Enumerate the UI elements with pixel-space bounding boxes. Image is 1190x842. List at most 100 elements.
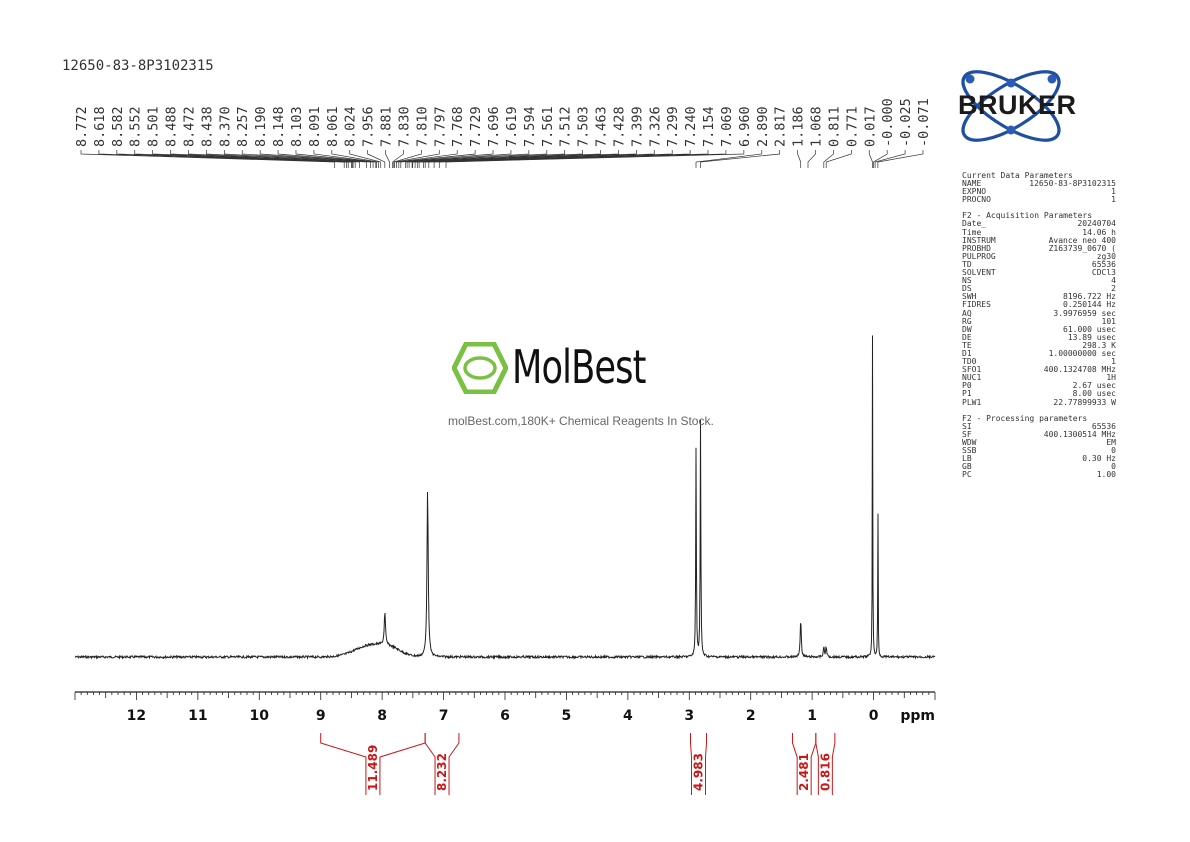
param-value: 22.77899933 W [1053, 397, 1116, 407]
param-row: P0 2.67 usec [962, 382, 1116, 390]
acquisition-params-list: Date_ 20240704 Time 14.06 h INSTRUM Avance ne… [962, 220, 1116, 406]
peak-label: 8.061 [325, 106, 341, 147]
peak-label: 8.024 [343, 106, 359, 147]
integral-line-right [379, 733, 426, 795]
param-key: AQ [962, 308, 972, 318]
param-row: INSTRUM Avance neo 400 [962, 235, 1116, 245]
x-axis-unit: ppm [900, 708, 935, 724]
integral-value: 4.983 [692, 753, 706, 791]
integral-value: 8.232 [435, 753, 449, 791]
integral-bracket: 4.983 [690, 733, 707, 795]
peak-leader-line [80, 150, 336, 168]
peak-label: 7.069 [719, 106, 735, 147]
param-key: DE [962, 332, 972, 342]
param-row: NAME 12650-83-8P3102315 [962, 179, 1116, 189]
peak-leader-line [874, 150, 906, 168]
param-value: 8.00 usec [1072, 389, 1116, 399]
param-key: GB [962, 462, 972, 472]
param-key: PLW1 [962, 397, 982, 407]
peak-label: 8.438 [199, 106, 215, 147]
param-key: TD0 [962, 357, 977, 367]
param-value: 400.1324708 MHz [1043, 365, 1116, 375]
param-row: PULPROG zg30 [962, 251, 1116, 261]
x-tick-label: 12 [127, 708, 146, 724]
peak-label: 8.582 [110, 106, 126, 147]
param-value: 65536 [1091, 259, 1116, 269]
param-key: P0 [962, 381, 972, 391]
param-row: EXPNO 1 [962, 188, 1116, 196]
peak-leader-line [873, 150, 888, 168]
peak-label: 6.960 [737, 106, 753, 147]
spectrum-line [74, 335, 936, 661]
integral-bracket: 2.481 [791, 733, 817, 795]
x-tick-label: 11 [188, 708, 207, 724]
param-value: Z163739_0670 ( [1048, 243, 1116, 253]
x-tick-label: 10 [250, 708, 270, 724]
peak-label: 8.190 [253, 106, 269, 147]
x-tick-label: 0 [869, 708, 879, 724]
param-row: PLW1 22.77899933 W [962, 397, 1116, 407]
param-value: 61.000 usec [1063, 324, 1116, 334]
param-value: EM [1106, 437, 1116, 447]
integral-bracket: 11.489 [320, 733, 426, 795]
peak-label: 8.501 [146, 106, 162, 147]
peak-label: 7.326 [647, 106, 663, 147]
param-value: 12650-83-8P3102315 [1029, 179, 1116, 189]
peak-label: 8.091 [307, 106, 323, 147]
peak-label: 7.594 [522, 106, 538, 147]
param-row: D1 1.00000000 sec [962, 348, 1116, 358]
peak-label: 8.772 [74, 106, 90, 147]
param-row: SF 400.1300514 MHz [962, 430, 1116, 439]
processing-params-list: SI 65536 SF 400.1300514 MHz WDW EM SSB 0 LB 0.30 … [962, 422, 1116, 480]
param-row: NUC1 1H [962, 374, 1116, 382]
peak-label: -0.071 [916, 98, 932, 147]
integral-line-left [690, 733, 692, 795]
param-value: 1 [1111, 357, 1116, 367]
peak-leader-line [152, 150, 352, 168]
param-value: zg30 [1096, 251, 1116, 261]
peak-leader-line [241, 150, 367, 168]
peak-leader-line [385, 150, 390, 168]
param-key: SFO1 [962, 365, 982, 375]
param-row: AQ 3.9976959 sec [962, 308, 1116, 318]
peak-label: 8.257 [235, 106, 251, 147]
integral-bracket: 0.816 [815, 733, 836, 795]
peak-label: 7.503 [576, 106, 592, 147]
param-key: TD [962, 259, 972, 269]
param-value: 1.00 [1096, 470, 1116, 480]
param-row: Time 14.06 h [962, 228, 1116, 237]
peak-leader-line [170, 150, 353, 168]
param-row: DS 2 [962, 285, 1116, 293]
current-params-list: NAME 12650-83-8P3102315 EXPNO 1 PROCNO 1 [962, 179, 1116, 204]
peak-label: 1.186 [791, 106, 807, 147]
molbest-hexagon-icon [452, 342, 508, 394]
peak-leader-line [416, 150, 619, 168]
peak-leader-line [349, 150, 382, 168]
param-row: SWH 8196.722 Hz [962, 293, 1116, 301]
peak-label: -0.000 [880, 98, 896, 147]
peak-leader-line [295, 150, 377, 168]
param-value: 2.67 usec [1072, 381, 1116, 391]
integral-line-right [705, 733, 707, 795]
param-key: INSTRUM [962, 235, 996, 245]
param-row: P1 8.00 usec [962, 390, 1116, 398]
peak-leader-line [392, 150, 404, 168]
integral-line-left [791, 733, 798, 795]
peak-leader-line [277, 150, 374, 168]
watermark-tagline: molBest.com,180K+ Chemical Reagents In S… [448, 414, 714, 428]
peak-leader-line [445, 150, 745, 168]
param-row: NS 4 [962, 277, 1116, 285]
param-row: PROBHD Z163739_0670 ( [962, 243, 1116, 253]
peak-label: 8.618 [92, 106, 108, 147]
peak-leader-line [414, 150, 601, 168]
param-value: 1.00000000 sec [1048, 348, 1116, 358]
param-key: PULPROG [962, 251, 996, 261]
peak-label: 8.488 [164, 106, 180, 147]
x-tick-label: 2 [746, 708, 756, 724]
param-row: LB 0.30 Hz [962, 454, 1116, 463]
processing-params-title: F2 - Processing parameters [962, 413, 1088, 423]
integral-value: 11.489 [366, 745, 380, 791]
param-value: 101 [1101, 316, 1116, 326]
peak-leader-line [259, 150, 371, 168]
x-tick-label: 3 [684, 708, 694, 724]
